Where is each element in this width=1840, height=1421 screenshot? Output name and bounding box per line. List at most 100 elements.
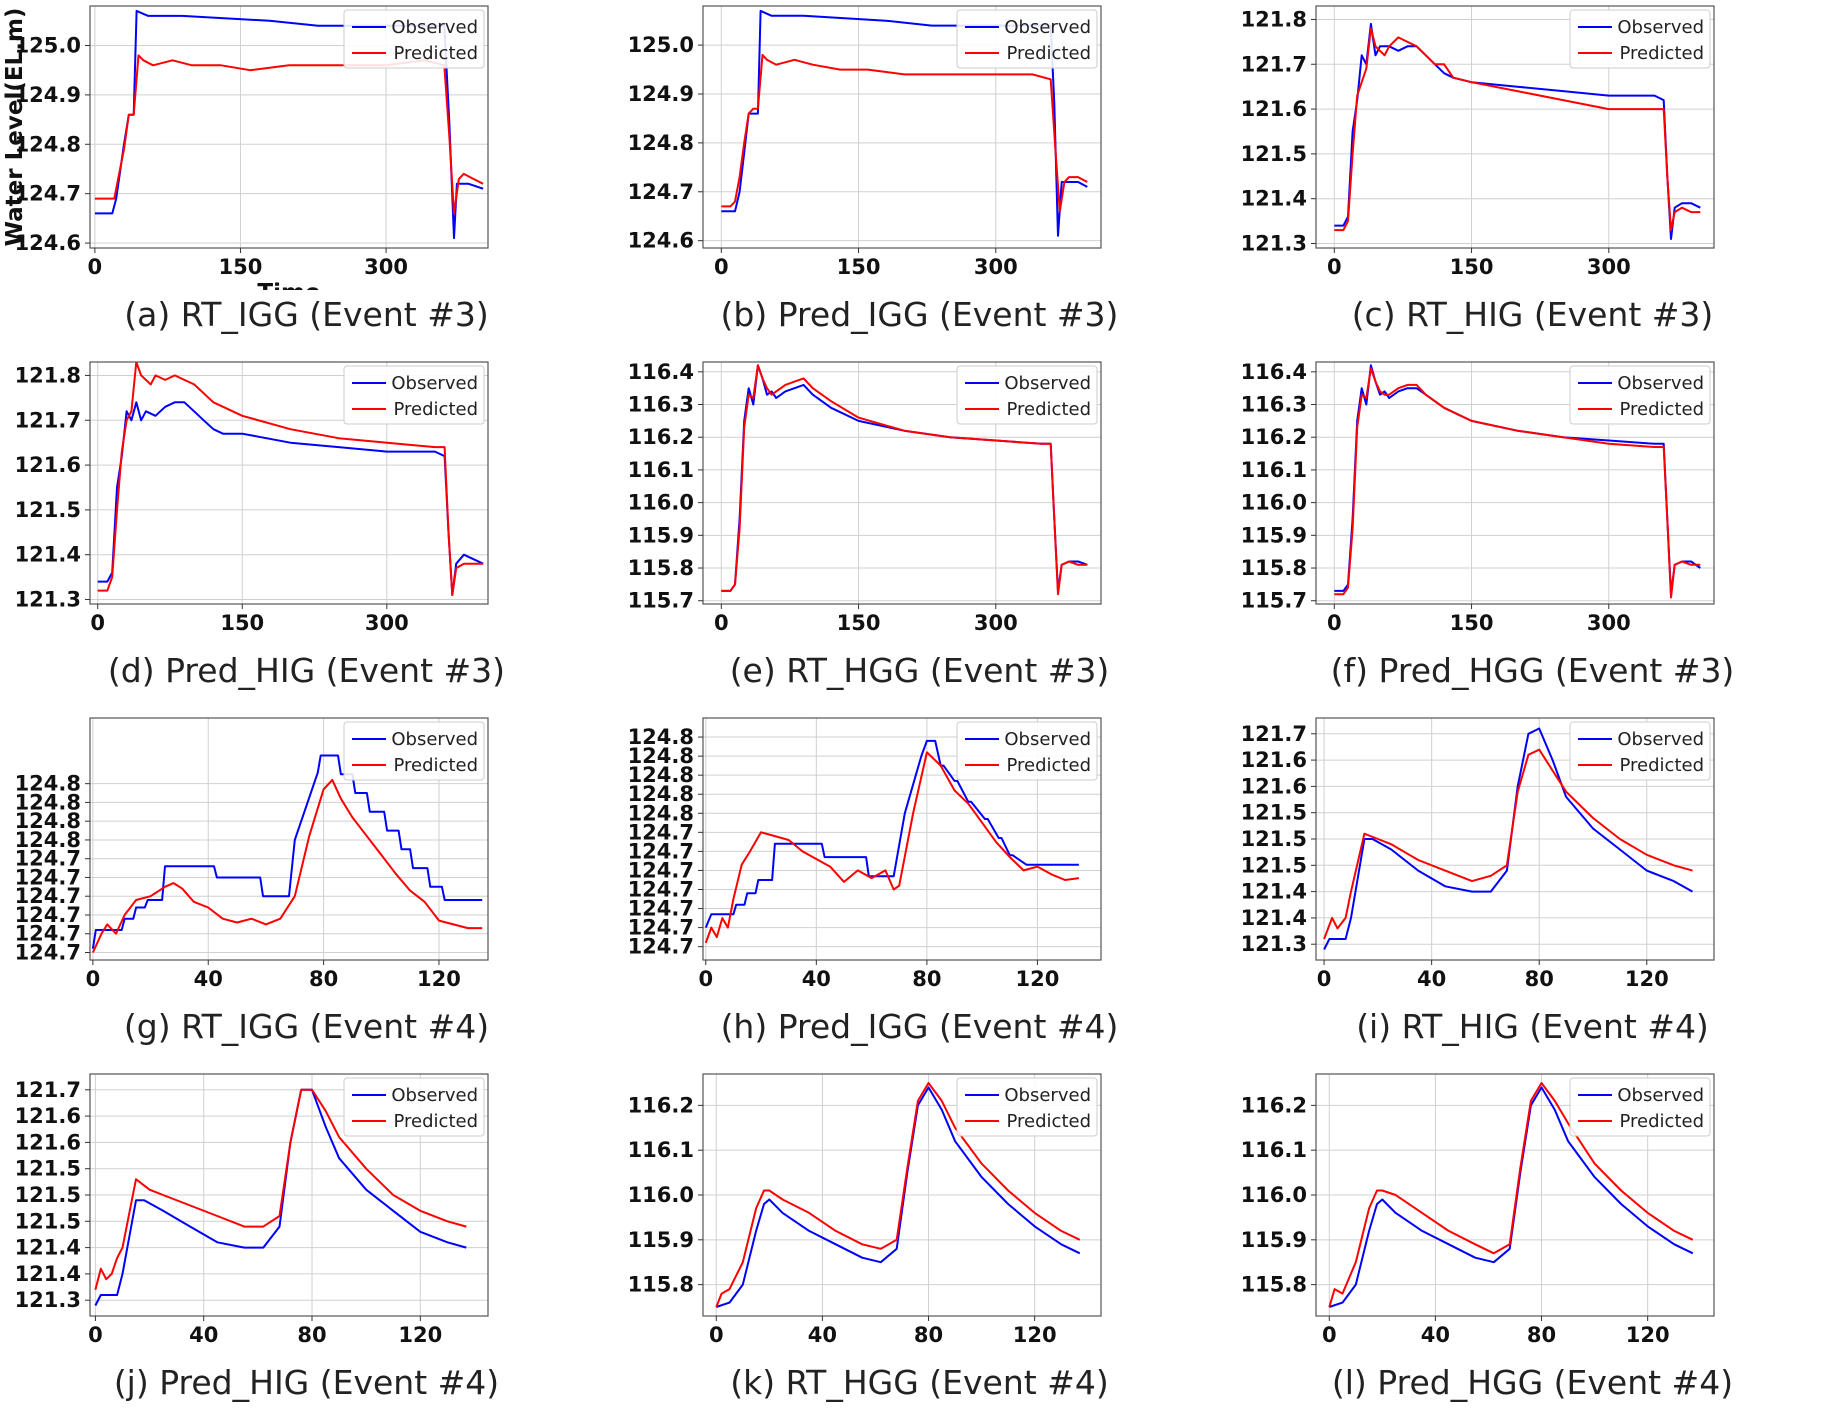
panel-caption: (k) RT_HGG (Event #4)	[730, 1363, 1109, 1402]
x-tick-label: 0	[88, 1323, 103, 1347]
x-tick-label: 0	[1327, 611, 1342, 635]
x-tick-label: 40	[1421, 1323, 1450, 1347]
y-tick-label: 124.8	[628, 725, 694, 749]
y-tick-label: 115.8	[1241, 1273, 1307, 1297]
y-tick-label: 124.7	[628, 839, 694, 863]
y-tick-label: 121.8	[1241, 7, 1307, 31]
plot-frame	[702, 717, 1102, 961]
y-tick-label: 124.7	[15, 847, 81, 871]
legend-label-observed: Observed	[1004, 17, 1091, 38]
x-tick-label: 0	[86, 967, 101, 991]
chart-svg: 0 150 300 115.7 115.8 115.9 116.0 116.1 116.2 116…	[628, 360, 1102, 635]
y-tick-label: 121.5	[1241, 853, 1307, 877]
y-tick-label: 124.8	[15, 809, 81, 833]
y-tick-label: 124.8	[628, 744, 694, 768]
chart-svg: 0 150 300 115.7 115.8 115.9 116.0 116.1 116.2 116…	[1241, 360, 1715, 635]
chart-panel: 0 40 80 120 115.8 115.9 116.0 116.1 116.2 Observe…	[613, 1068, 1226, 1421]
y-tick-label: 115.7	[628, 589, 694, 613]
chart-svg: 0 40 80 120 115.8 115.9 116.0 116.1 116.2 Observe…	[1241, 1073, 1715, 1347]
y-tick-label: 124.8	[15, 790, 81, 814]
legend: Observed Predicted	[343, 9, 485, 69]
chart-svg: 0 40 80 120124.7124.7124.7124.7124.7124.712…	[15, 717, 489, 991]
chart-svg: 0 150 300 121.3 121.4 121.5 121.6 121.7 121.8 Obs…	[15, 361, 489, 635]
x-tick-label: 150	[220, 611, 264, 635]
legend-label-observed: Observed	[391, 1085, 478, 1106]
chart-panel: 0 40 80 120 124.7 124.7 124.7 124.7 124.7 124.7 12…	[613, 712, 1226, 1065]
series-line-observed	[715, 1086, 1081, 1308]
plot-frame	[702, 5, 1102, 249]
chart-panel: 0 150 300 121.3 121.4 121.5 121.6 121.7 121.8 Obs…	[0, 356, 613, 709]
series-line-predicted	[1334, 27, 1701, 232]
x-tick-label: 150	[1450, 611, 1494, 635]
y-tick-label: 124.7	[628, 916, 694, 940]
x-tick-label: 80	[297, 1323, 326, 1347]
y-tick-label: 116.0	[628, 1183, 694, 1207]
y-tick-label: 121.3	[15, 1288, 81, 1312]
y-tick-label: 115.8	[628, 556, 694, 580]
chart-panel: 0 40 80 120 115.8 115.9 116.0 116.1 116.2 Observe…	[1226, 1068, 1839, 1421]
y-tick-label: 121.7	[1241, 722, 1307, 746]
panel-caption: (l) Pred_HGG (Event #4)	[1331, 1363, 1734, 1402]
legend-label-observed: Observed	[391, 373, 478, 394]
y-tick-label: 116.0	[628, 491, 694, 515]
y-axis-label: Water Level(EL.m)	[2, 8, 28, 247]
x-tick-label: 120	[1625, 967, 1669, 991]
x-tick-label: 150	[1450, 255, 1494, 279]
legend-label-observed: Observed	[1617, 1085, 1704, 1106]
y-tick-label: 116.0	[1241, 491, 1307, 515]
y-tick-label: 115.8	[1241, 556, 1307, 580]
series-line-observed	[1328, 1086, 1694, 1308]
x-tick-label: 0	[1327, 255, 1342, 279]
y-tick-label: 124.6	[628, 229, 694, 253]
y-tick-label: 121.3	[1241, 932, 1307, 956]
panel-caption: (e) RT_HGG (Event #3)	[729, 651, 1110, 690]
series-line-predicted	[97, 362, 484, 596]
plot-frame	[1315, 361, 1715, 605]
x-tick-label: 150	[837, 611, 881, 635]
legend-label-predicted: Predicted	[1007, 755, 1092, 776]
x-axis-label: Time	[257, 280, 320, 290]
y-tick-label: 124.8	[15, 828, 81, 852]
series-line-predicted	[94, 54, 484, 215]
y-tick-label: 116.2	[628, 425, 694, 449]
y-tick-label: 124.9	[15, 83, 81, 107]
legend: Observed Predicted	[956, 365, 1098, 425]
plot-frame	[702, 361, 1102, 605]
y-tick-label: 125.0	[628, 33, 694, 57]
x-tick-label: 120	[1626, 1323, 1670, 1347]
chart-svg: 0 150 300 124.6 124.7 124.8 124.9 125.0 Observed…	[628, 5, 1102, 279]
x-tick-label: 120	[1013, 1323, 1057, 1347]
legend: Observed Predicted	[1569, 365, 1711, 425]
x-tick-label: 300	[364, 255, 408, 279]
x-tick-label: 40	[808, 1323, 837, 1347]
plot-frame	[89, 5, 489, 249]
legend-label-predicted: Predicted	[394, 43, 479, 64]
y-tick-label: 116.1	[1241, 1138, 1307, 1162]
y-tick-label: 121.3	[15, 588, 81, 612]
y-tick-label: 115.9	[628, 1228, 694, 1252]
chart-panel: 0 150 300 124.6 124.7 124.8 124.9 125.0 Observed…	[613, 0, 1226, 353]
y-tick-label: 124.6	[15, 231, 81, 255]
legend: Observed Predicted	[1569, 9, 1711, 69]
legend-label-predicted: Predicted	[1007, 399, 1092, 420]
y-tick-label: 121.6	[15, 1104, 81, 1128]
legend-label-predicted: Predicted	[1620, 43, 1705, 64]
legend-label-predicted: Predicted	[1620, 1111, 1705, 1132]
y-tick-label: 124.8	[15, 772, 81, 796]
y-tick-label: 121.6	[1241, 748, 1307, 772]
x-tick-label: 80	[912, 967, 941, 991]
y-tick-label: 121.4	[1241, 187, 1307, 211]
series-line-predicted	[721, 364, 1088, 596]
y-tick-label: 116.1	[1241, 458, 1307, 482]
x-tick-label: 40	[1417, 967, 1446, 991]
y-tick-label: 124.7	[15, 940, 81, 964]
y-tick-label: 116.0	[1241, 1183, 1307, 1207]
legend-label-predicted: Predicted	[394, 399, 479, 420]
y-tick-label: 121.4	[1241, 906, 1307, 930]
y-tick-label: 121.6	[1241, 97, 1307, 121]
series-line-observed	[1323, 727, 1693, 950]
y-tick-label: 124.7	[15, 182, 81, 206]
y-tick-label: 124.8	[628, 801, 694, 825]
y-tick-label: 121.5	[1241, 142, 1307, 166]
